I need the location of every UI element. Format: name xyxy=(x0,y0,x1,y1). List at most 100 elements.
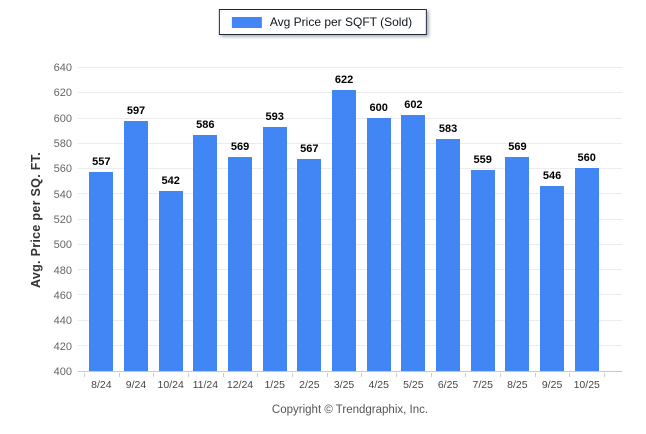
y-tick-label: 500 xyxy=(53,239,72,252)
bar-value-label: 567 xyxy=(300,143,319,156)
bar-10/25 xyxy=(574,168,599,371)
bar-1/25 xyxy=(262,126,287,371)
x-axis-tick xyxy=(222,373,224,377)
x-axis-tick xyxy=(257,373,259,377)
bar-12/24 xyxy=(228,156,253,371)
y-tick-label: 620 xyxy=(53,87,72,100)
x-tick-label: 4/25 xyxy=(368,379,389,391)
x-axis-tick xyxy=(465,373,467,377)
bar-slot: 593 xyxy=(257,67,292,371)
bar-8/25 xyxy=(505,156,530,371)
bar-9/24 xyxy=(124,121,148,371)
x-tick-label: 8/24 xyxy=(91,379,112,391)
footer-copyright: Copyright © Trendgraphix, Inc. xyxy=(271,404,429,416)
bars-container: 557 597 542 586 569 593 567 622 600 602 583 559 569 5… xyxy=(84,67,604,371)
bar-4/25 xyxy=(366,117,391,371)
bar-5/25 xyxy=(401,115,426,371)
bar-value-label: 560 xyxy=(577,152,596,165)
y-tick-label: 540 xyxy=(53,188,72,201)
bar-value-label: 602 xyxy=(404,99,423,112)
bar-8/24 xyxy=(89,172,114,371)
bar-10/24 xyxy=(158,191,183,371)
y-tick-label: 480 xyxy=(53,264,72,277)
x-tick-label: 8/25 xyxy=(507,379,528,391)
x-axis: 8/24 9/24 10/24 11/24 12/24 1/25 2/25 3/25 4/25 5… xyxy=(84,373,605,395)
bar-slot: 602 xyxy=(396,67,431,371)
y-tick-label: 440 xyxy=(53,315,72,328)
x-tick-label: 12/24 xyxy=(226,379,254,391)
y-tick-label: 460 xyxy=(53,290,72,302)
bar-slot: 569 xyxy=(500,67,535,371)
bar-9/25 xyxy=(540,186,565,371)
x-tick-label: 2/25 xyxy=(299,379,320,391)
bar-value-label: 569 xyxy=(508,140,527,153)
legend-label: Avg Price per SQFT (Sold) xyxy=(269,15,413,29)
bar-value-label: 597 xyxy=(126,105,146,118)
bar-slot: 546 xyxy=(535,67,570,371)
bar-2/25 xyxy=(297,159,322,371)
bar-value-label: 622 xyxy=(334,73,354,86)
bar-slot: 586 xyxy=(188,67,223,371)
y-tick-label: 560 xyxy=(53,163,72,176)
x-axis-tick xyxy=(326,373,328,377)
bar-3/25 xyxy=(332,89,357,371)
y-tick-label: 640 xyxy=(53,62,72,74)
x-axis-tick xyxy=(430,373,432,377)
y-tick-label: 600 xyxy=(53,112,72,125)
x-tick-label: 1/25 xyxy=(264,379,285,391)
x-tick-label: 9/24 xyxy=(125,379,147,391)
bar-slot: 569 xyxy=(223,67,258,371)
x-tick-label: 6/25 xyxy=(437,379,459,391)
bar-value-label: 559 xyxy=(473,153,492,166)
x-axis-labels: 8/24 9/24 10/24 11/24 12/24 1/25 2/25 3/25 4/25 5… xyxy=(84,373,604,395)
legend-swatch xyxy=(231,16,262,28)
bar-6/25 xyxy=(436,139,461,371)
bar-slot: 567 xyxy=(292,67,327,371)
x-tick-label: 3/25 xyxy=(333,379,355,391)
y-axis-tick-labels: 400 420 440 460 480 500 520 540 560 580 600 620 640 xyxy=(0,62,72,378)
bar-value-label: 583 xyxy=(438,123,458,136)
gridline xyxy=(78,67,622,68)
y-tick-label: 400 xyxy=(53,366,72,378)
y-tick-label: 520 xyxy=(53,214,72,226)
x-tick-label: 5/25 xyxy=(403,379,424,391)
bar-value-label: 593 xyxy=(265,110,284,123)
bar-slot: 597 xyxy=(119,67,154,371)
plot-area: 557 597 542 586 569 593 567 622 600 602 583 559 569 5… xyxy=(78,67,622,372)
bar-value-label: 600 xyxy=(369,101,388,114)
x-tick-label: 7/25 xyxy=(472,379,493,391)
x-axis-tick xyxy=(534,373,536,377)
bar-slot: 559 xyxy=(465,67,500,371)
bar-slot: 557 xyxy=(84,67,119,371)
x-axis-tick xyxy=(188,373,189,377)
bar-value-label: 557 xyxy=(92,156,111,169)
bar-value-label: 546 xyxy=(542,170,562,183)
bar-7/25 xyxy=(470,169,495,371)
x-axis-tick xyxy=(361,373,363,377)
bar-value-label: 542 xyxy=(161,175,180,188)
bar-slot: 622 xyxy=(327,67,362,371)
x-tick-label: 10/24 xyxy=(157,379,184,391)
x-axis-tick xyxy=(292,373,293,377)
x-tick-label: 10/25 xyxy=(573,379,600,391)
bar-slot: 542 xyxy=(153,67,188,371)
bar-11/24 xyxy=(193,135,218,371)
y-tick-label: 580 xyxy=(53,138,72,150)
x-axis-tick xyxy=(396,373,397,377)
bar-slot: 600 xyxy=(361,67,396,371)
x-tick-label: 11/24 xyxy=(192,379,219,391)
x-axis-tick xyxy=(84,373,85,377)
y-tick-label: 420 xyxy=(53,340,72,353)
bar-slot: 560 xyxy=(569,67,604,371)
bar-slot: 583 xyxy=(431,67,466,371)
legend-box: Avg Price per SQFT (Sold) xyxy=(218,9,428,35)
x-axis-tick xyxy=(500,373,501,377)
x-axis-tick xyxy=(118,373,120,377)
bar-value-label: 569 xyxy=(230,140,250,153)
x-axis-tick xyxy=(153,373,155,377)
x-axis-tick xyxy=(604,373,605,377)
x-tick-label: 9/25 xyxy=(541,379,563,391)
bar-value-label: 586 xyxy=(196,119,215,132)
x-axis-tick xyxy=(569,373,571,377)
